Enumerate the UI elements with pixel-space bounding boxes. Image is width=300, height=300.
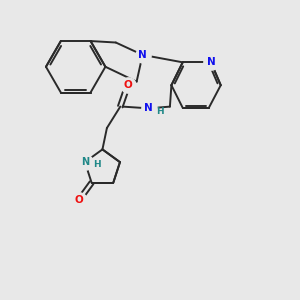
Text: H: H: [156, 107, 164, 116]
Text: N: N: [144, 103, 153, 113]
Text: O: O: [75, 195, 83, 205]
Text: N: N: [207, 57, 215, 67]
Text: H: H: [93, 160, 100, 169]
Text: N: N: [81, 157, 89, 167]
Text: N: N: [138, 50, 147, 60]
Text: O: O: [123, 80, 132, 90]
